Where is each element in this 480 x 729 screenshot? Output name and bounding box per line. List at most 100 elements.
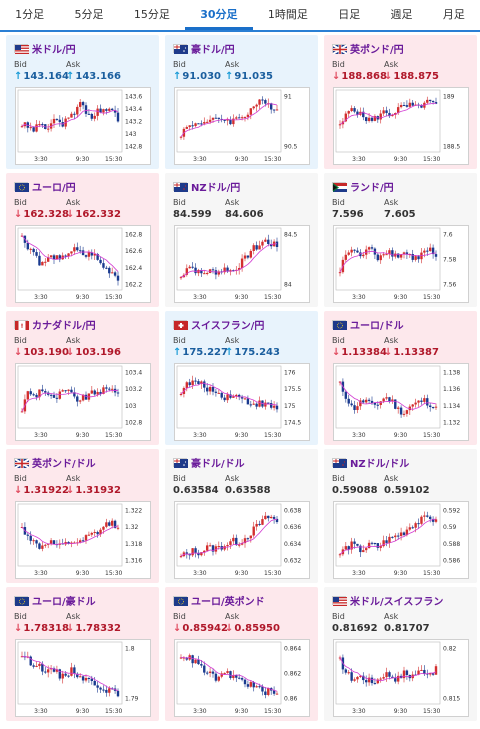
rate-card[interactable]: ユーロ/英ポンド Bid ↓0.85942 Ask ↓0.85950 0.864 0.862… xyxy=(165,587,318,721)
candle-body xyxy=(52,668,56,672)
currency-pair-link[interactable]: 米ドル/スイスフラン xyxy=(332,593,443,608)
currency-pair-link[interactable]: スイスフラン/円 xyxy=(173,317,264,332)
rate-card[interactable]: 豪ドル/ドル Bid 0.63584 Ask 0.63588 0.638 0.636 0.63… xyxy=(165,449,318,583)
candlestick-chart[interactable]: 84.5 84 3:30 9:30 15:30 xyxy=(174,225,310,303)
candle-body xyxy=(396,253,400,258)
y-tick-label: 176 xyxy=(284,370,296,377)
x-tick-label: 9:30 xyxy=(394,432,408,439)
candle-body xyxy=(243,538,247,544)
candle-body xyxy=(344,113,348,122)
currency-pair-link[interactable]: カナダドル/円 xyxy=(14,317,96,332)
candlestick-chart[interactable]: 7.6 7.58 7.56 3:30 9:30 15:30 xyxy=(333,225,469,303)
tab-timeframe[interactable]: 週足 xyxy=(390,8,413,21)
currency-pair-link[interactable]: ユーロ/ドル xyxy=(332,317,404,332)
candle-body xyxy=(102,689,105,691)
candle-body xyxy=(382,540,385,547)
candle-body xyxy=(272,405,276,408)
candle-body xyxy=(179,394,183,396)
rate-card[interactable]: ユーロ/ドル Bid ↓1.13384 Ask ↓1.13387 1.138 1.136 1.… xyxy=(324,311,477,445)
rate-card[interactable]: カナダドル/円 Bid ↓103.190 Ask ↓103.196 103.4 103.2 1… xyxy=(6,311,159,445)
currency-pair-link[interactable]: 英ポンド/円 xyxy=(332,41,404,56)
rate-card[interactable]: 英ポンド/円 Bid ↓188.868 Ask ↓188.875 189 188.5 3:30… xyxy=(324,35,477,169)
candlestick-chart[interactable]: 1.322 1.32 1.318 1.316 3:30 9:30 15:30 xyxy=(15,501,151,579)
x-tick-label: 9:30 xyxy=(76,432,90,439)
candle-body xyxy=(237,267,241,270)
candle-body xyxy=(411,404,414,407)
rate-card[interactable]: ユーロ/円 Bid ↓162.328 Ask ↓162.332 162.8 162.6 162… xyxy=(6,173,159,307)
candle-body xyxy=(70,667,73,676)
currency-pair-link[interactable]: ランド/円 xyxy=(332,179,394,194)
currency-pair-link[interactable]: NZドル/円 xyxy=(173,179,240,194)
currency-pair-link[interactable]: 米ドル/円 xyxy=(14,41,76,56)
tab-timeframe[interactable]: 15分足 xyxy=(133,8,170,21)
candlestick-chart[interactable]: 176 175.5 175 174.5 3:30 9:30 15:30 xyxy=(174,363,310,441)
currency-pair-link[interactable]: ユーロ/円 xyxy=(14,179,76,194)
currency-pair-link[interactable]: NZドル/ドル xyxy=(332,455,409,470)
candlestick-chart[interactable]: 143.6 143.4 143.2 143 142.8 3:30 9:30 15:30 xyxy=(15,87,151,165)
candle-body xyxy=(405,529,409,536)
candlestick-chart[interactable]: 91 90.5 3:30 9:30 15:30 xyxy=(174,87,310,165)
currency-pair-link[interactable]: 豪ドル/ドル xyxy=(173,455,245,470)
rate-card[interactable]: 米ドル/円 Bid ↑143.164 Ask ↑143.166 143.6 143.4 143… xyxy=(6,35,159,169)
candle-body xyxy=(78,400,82,402)
tab-timeframe[interactable]: 月足 xyxy=(442,8,465,21)
candlestick-chart[interactable]: 189 188.5 3:30 9:30 15:30 xyxy=(333,87,469,165)
candlestick-chart[interactable]: 0.82 0.815 3:30 9:30 15:30 xyxy=(333,639,469,717)
plot-frame xyxy=(17,503,123,567)
candle-body xyxy=(396,675,400,682)
candle-body xyxy=(423,515,426,517)
currency-pair-link[interactable]: 英ポンド/ドル xyxy=(14,455,96,470)
candle-body xyxy=(200,123,203,125)
y-tick-label: 1.318 xyxy=(125,541,142,548)
rate-card[interactable]: NZドル/円 Bid 84.599 Ask 84.606 84.5 84 3:30 9:30 15… xyxy=(165,173,318,307)
candle-body xyxy=(249,535,253,539)
candlestick-chart[interactable]: 0.638 0.636 0.634 0.632 3:30 9:30 15:30 xyxy=(174,501,310,579)
arrow-down-icon: ↓ xyxy=(225,623,234,634)
tab-timeframe[interactable]: 30分足 xyxy=(185,0,253,30)
country-flag-icon xyxy=(14,182,29,192)
candlestick-chart[interactable]: 103.4 103.2 103 102.8 3:30 9:30 15:30 xyxy=(15,363,151,441)
candle-body xyxy=(255,523,258,527)
candle-body xyxy=(405,105,409,107)
ask-price: ↓0.85950 xyxy=(225,623,280,634)
candlestick-chart[interactable]: 1.8 1.79 3:30 9:30 15:30 xyxy=(15,639,151,717)
candlestick-chart[interactable]: 0.864 0.862 0.86 3:30 9:30 15:30 xyxy=(174,639,310,717)
bid-price-value: 0.85942 xyxy=(182,623,228,634)
candle-body xyxy=(252,245,255,251)
candle-body xyxy=(194,123,197,127)
tab-timeframe[interactable]: 1分足 xyxy=(15,8,45,21)
y-tick-label: 7.6 xyxy=(443,232,453,239)
candle-body xyxy=(108,388,111,390)
candle-body xyxy=(391,536,394,538)
ask-price-value: 1.31932 xyxy=(75,485,121,496)
x-tick-label: 15:30 xyxy=(105,708,122,715)
rate-card[interactable]: 英ポンド/ドル Bid ↓1.31922 Ask ↓1.31932 1.322 1.32 1.… xyxy=(6,449,159,583)
candlestick-chart[interactable]: 1.138 1.136 1.134 1.132 3:30 9:30 15:30 xyxy=(333,363,469,441)
ask-price: ↓162.332 xyxy=(66,209,121,220)
bid-price-value: 0.81692 xyxy=(332,623,378,634)
rate-card[interactable]: 米ドル/スイスフラン Bid 0.81692 Ask 0.81707 0.82 0.815 3… xyxy=(324,587,477,721)
candlestick-chart[interactable]: 162.8 162.6 162.4 162.2 3:30 9:30 15:30 xyxy=(15,225,151,303)
candle-body xyxy=(76,673,79,678)
currency-pair-link[interactable]: ユーロ/英ポンド xyxy=(173,593,265,608)
rate-card[interactable]: NZドル/ドル Bid 0.59088 Ask 0.59102 0.592 0.59 0.58… xyxy=(324,449,477,583)
candlestick-chart[interactable]: 0.592 0.59 0.588 0.586 3:30 9:30 15:30 xyxy=(333,501,469,579)
rate-card[interactable]: スイスフラン/円 Bid ↑175.227 Ask ↑175.243 176 175.5 17… xyxy=(165,311,318,445)
rate-card[interactable]: ユーロ/豪ドル Bid ↓1.78318 Ask ↓1.78332 1.8 1.79 3:30… xyxy=(6,587,159,721)
y-tick-label: 1.134 xyxy=(443,403,460,410)
candle-body xyxy=(102,526,105,530)
candle-body xyxy=(84,535,88,541)
currency-pair-link[interactable]: ユーロ/豪ドル xyxy=(14,593,96,608)
rate-card[interactable]: ランド/円 Bid 7.596 Ask 7.605 7.6 7.58 7.56 3:30 9:30… xyxy=(324,173,477,307)
currency-pair-link[interactable]: 豪ドル/円 xyxy=(173,41,235,56)
tab-timeframe[interactable]: 日足 xyxy=(338,8,361,21)
tab-timeframe[interactable]: 5分足 xyxy=(74,8,104,21)
bid-label: Bid xyxy=(332,336,345,345)
x-tick-label: 9:30 xyxy=(76,156,90,163)
currency-pair-name: 米ドル/スイスフラン xyxy=(350,597,444,608)
candle-body xyxy=(70,113,73,118)
candle-body xyxy=(261,686,264,692)
rate-card[interactable]: 豪ドル/円 Bid ↑91.030 Ask ↑91.035 91 90.5 3:30 9:30 1… xyxy=(165,35,318,169)
tab-timeframe[interactable]: 1時間足 xyxy=(267,8,308,21)
bid-price-value: 0.59088 xyxy=(332,485,378,496)
